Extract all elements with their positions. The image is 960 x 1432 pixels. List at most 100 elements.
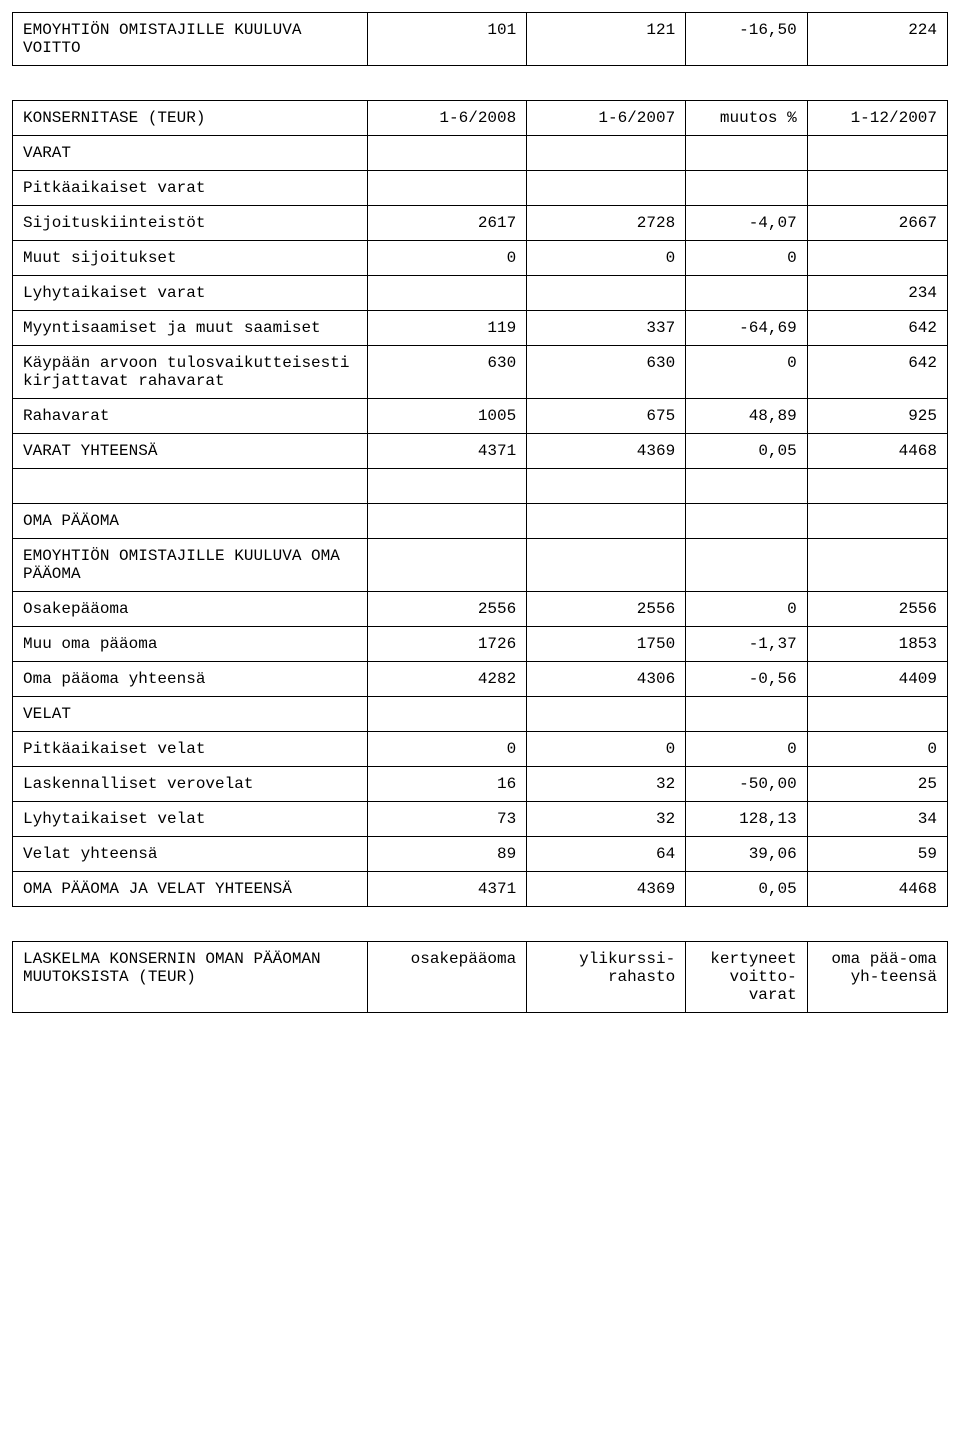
row-label: Käypään arvoon tulosvaikutteisesti kirja… bbox=[13, 346, 368, 399]
table-row: Sijoituskiinteistöt 2617 2728 -4,07 2667 bbox=[13, 206, 948, 241]
cell-value: 4282 bbox=[368, 661, 527, 696]
row-label: Pitkäaikaiset varat bbox=[13, 171, 368, 206]
table-row: Velat yhteensä 89 64 39,06 59 bbox=[13, 836, 948, 871]
cell-value: 119 bbox=[368, 311, 527, 346]
cell-value: 16 bbox=[368, 766, 527, 801]
table-row: Rahavarat 1005 675 48,89 925 bbox=[13, 399, 948, 434]
equity-liabilities-table: OMA PÄÄOMA EMOYHTIÖN OMISTAJILLE KUULUVA… bbox=[12, 503, 948, 907]
balance-sheet-table: KONSERNITASE (TEUR) 1-6/2008 1-6/2007 mu… bbox=[12, 100, 948, 504]
header-cell: 1-6/2008 bbox=[368, 101, 527, 136]
cell-value: 59 bbox=[807, 836, 947, 871]
cell-value: 234 bbox=[807, 276, 947, 311]
row-label: VARAT bbox=[13, 136, 368, 171]
table-header-row: KONSERNITASE (TEUR) 1-6/2008 1-6/2007 mu… bbox=[13, 101, 948, 136]
cell-value bbox=[368, 538, 527, 591]
header-cell: 1-6/2007 bbox=[527, 101, 686, 136]
cell-value: 2556 bbox=[807, 591, 947, 626]
cell-value: 73 bbox=[368, 801, 527, 836]
cell-value: -64,69 bbox=[686, 311, 808, 346]
cell-value: 0 bbox=[527, 731, 686, 766]
cell-value: 4409 bbox=[807, 661, 947, 696]
cell-value bbox=[686, 696, 808, 731]
cell-value: -0,56 bbox=[686, 661, 808, 696]
table-row: Pitkäaikaiset varat bbox=[13, 171, 948, 206]
cell-value: 4468 bbox=[807, 871, 947, 906]
cell-value bbox=[807, 538, 947, 591]
cell-value: 2556 bbox=[368, 591, 527, 626]
cell-value: 1005 bbox=[368, 399, 527, 434]
cell-value: 630 bbox=[527, 346, 686, 399]
cell-value bbox=[368, 171, 527, 206]
cell-value: 1750 bbox=[527, 626, 686, 661]
header-cell: 1-12/2007 bbox=[807, 101, 947, 136]
cell-value bbox=[807, 241, 947, 276]
cell-value: 630 bbox=[368, 346, 527, 399]
row-label: OMA PÄÄOMA bbox=[13, 503, 368, 538]
cell-value bbox=[807, 136, 947, 171]
cell-value: 4369 bbox=[527, 871, 686, 906]
cell-empty bbox=[686, 469, 808, 504]
cell-value: 0 bbox=[686, 591, 808, 626]
cell-value: 0 bbox=[686, 346, 808, 399]
cell-value: 0,05 bbox=[686, 434, 808, 469]
cell-value bbox=[807, 171, 947, 206]
cell-value: -4,07 bbox=[686, 206, 808, 241]
row-label: Rahavarat bbox=[13, 399, 368, 434]
table-row: VARAT bbox=[13, 136, 948, 171]
cell-value: 2556 bbox=[527, 591, 686, 626]
header-cell: osakepääoma bbox=[368, 941, 527, 1012]
cell-value bbox=[686, 538, 808, 591]
cell-value: 0 bbox=[368, 241, 527, 276]
cell-value bbox=[527, 276, 686, 311]
header-cell: ylikurssi-rahasto bbox=[527, 941, 686, 1012]
row-label: EMOYHTIÖN OMISTAJILLE KUULUVA OMA PÄÄOMA bbox=[13, 538, 368, 591]
cell-value: 224 bbox=[807, 13, 947, 66]
cell-value: 0 bbox=[368, 731, 527, 766]
cell-value: 0 bbox=[807, 731, 947, 766]
row-label: OMA PÄÄOMA JA VELAT YHTEENSÄ bbox=[13, 871, 368, 906]
row-label: VARAT YHTEENSÄ bbox=[13, 434, 368, 469]
cell-empty bbox=[13, 469, 368, 504]
table-row: Muut sijoitukset 0 0 0 bbox=[13, 241, 948, 276]
cell-value bbox=[368, 276, 527, 311]
cell-value bbox=[686, 276, 808, 311]
table-row: Osakepääoma 2556 2556 0 2556 bbox=[13, 591, 948, 626]
equity-changes-header-table: LASKELMA KONSERNIN OMAN PÄÄOMAN MUUTOKSI… bbox=[12, 941, 948, 1013]
profit-row-table: EMOYHTIÖN OMISTAJILLE KUULUVA VOITTO 101… bbox=[12, 12, 948, 66]
cell-value: 2667 bbox=[807, 206, 947, 241]
cell-value bbox=[368, 503, 527, 538]
header-cell: oma pää-oma yh-teensä bbox=[807, 941, 947, 1012]
spacer-row bbox=[13, 469, 948, 504]
cell-empty bbox=[807, 469, 947, 504]
row-label: Sijoituskiinteistöt bbox=[13, 206, 368, 241]
row-label: Oma pääoma yhteensä bbox=[13, 661, 368, 696]
cell-value: 337 bbox=[527, 311, 686, 346]
table-row: Lyhytaikaiset velat 73 32 128,13 34 bbox=[13, 801, 948, 836]
table-row: VARAT YHTEENSÄ 4371 4369 0,05 4468 bbox=[13, 434, 948, 469]
cell-value: 32 bbox=[527, 766, 686, 801]
cell-value: 0 bbox=[686, 241, 808, 276]
row-label: Pitkäaikaiset velat bbox=[13, 731, 368, 766]
cell-value: 675 bbox=[527, 399, 686, 434]
cell-value: 1853 bbox=[807, 626, 947, 661]
row-label: Velat yhteensä bbox=[13, 836, 368, 871]
row-label: Laskennalliset verovelat bbox=[13, 766, 368, 801]
table-row: Pitkäaikaiset velat 0 0 0 0 bbox=[13, 731, 948, 766]
cell-value: 4369 bbox=[527, 434, 686, 469]
table-row: Käypään arvoon tulosvaikutteisesti kirja… bbox=[13, 346, 948, 399]
cell-empty bbox=[368, 469, 527, 504]
cell-value bbox=[807, 503, 947, 538]
cell-value: 101 bbox=[368, 13, 527, 66]
cell-value bbox=[686, 171, 808, 206]
row-label: Osakepääoma bbox=[13, 591, 368, 626]
cell-value: 121 bbox=[527, 13, 686, 66]
header-label: LASKELMA KONSERNIN OMAN PÄÄOMAN MUUTOKSI… bbox=[13, 941, 368, 1012]
cell-value: 89 bbox=[368, 836, 527, 871]
table-row: Muu oma pääoma 1726 1750 -1,37 1853 bbox=[13, 626, 948, 661]
cell-value: 2728 bbox=[527, 206, 686, 241]
cell-value: 0 bbox=[527, 241, 686, 276]
cell-value: 39,06 bbox=[686, 836, 808, 871]
cell-value: 925 bbox=[807, 399, 947, 434]
cell-value: 4371 bbox=[368, 871, 527, 906]
table-header-row: LASKELMA KONSERNIN OMAN PÄÄOMAN MUUTOKSI… bbox=[13, 941, 948, 1012]
